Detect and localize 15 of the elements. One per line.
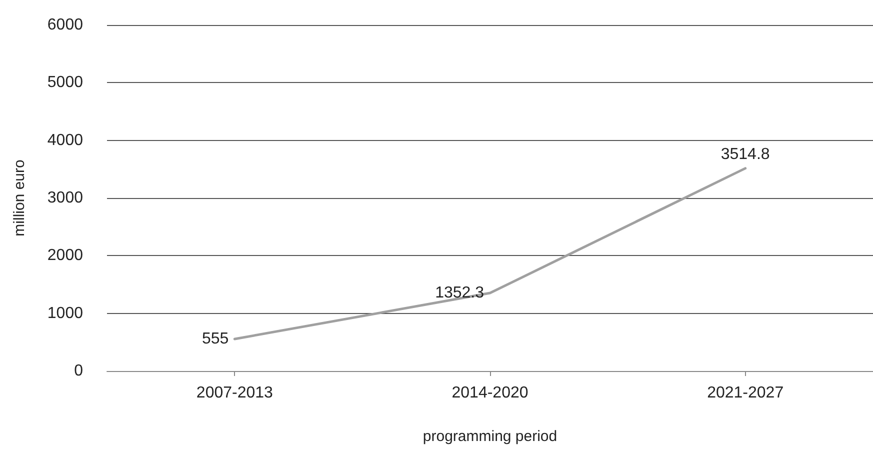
y-tick-label: 5000 bbox=[47, 74, 84, 92]
data-label: 3514.8 bbox=[720, 146, 770, 163]
x-tick-label: 2021-2027 bbox=[707, 384, 784, 402]
data-label: 1352.3 bbox=[435, 284, 484, 302]
x-tick-label: 2007-2013 bbox=[196, 384, 274, 402]
data-label: 555 bbox=[202, 330, 229, 348]
x-axis-title: programming period bbox=[422, 428, 558, 445]
y-tick-label: 4000 bbox=[47, 132, 84, 149]
y-tick-label: 2000 bbox=[47, 247, 84, 264]
x-tick-label: 2014-2020 bbox=[452, 384, 528, 402]
y-axis-title: million euro bbox=[11, 160, 28, 236]
y-tick-label: 3000 bbox=[47, 190, 84, 206]
y-tick-label: 6000 bbox=[47, 16, 84, 34]
y-tick-label: 0 bbox=[74, 362, 84, 380]
y-tick-label: 1000 bbox=[47, 304, 84, 322]
